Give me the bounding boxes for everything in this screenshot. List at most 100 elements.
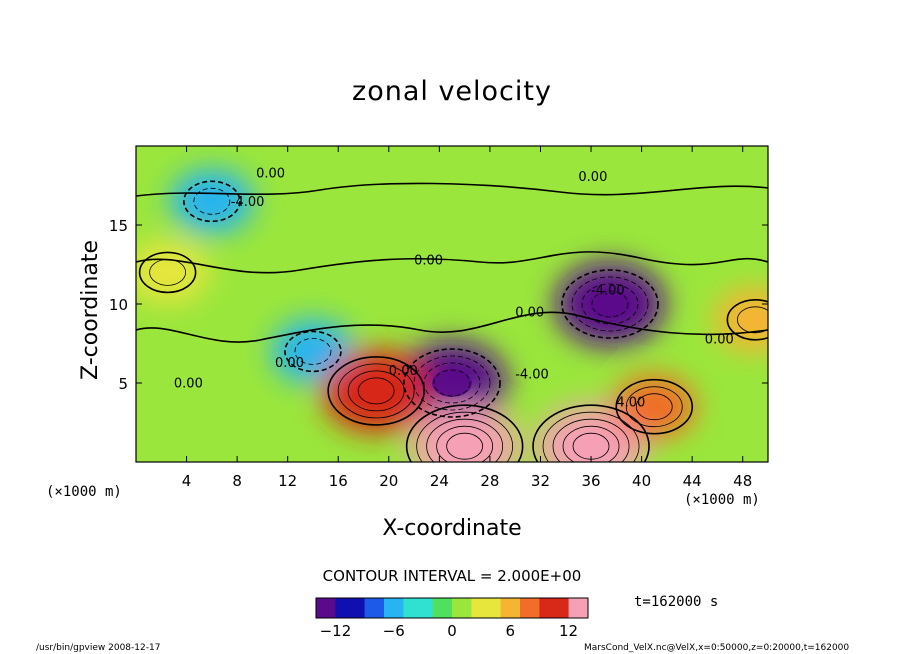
colorbar-tick-label: 0: [447, 622, 457, 640]
contour-line: [138, 251, 197, 294]
colorbar-cell: [549, 598, 560, 618]
contour-label: 0.00: [389, 364, 418, 379]
colorbar-cell: [471, 598, 482, 618]
contour-label: 0.00: [414, 254, 443, 269]
colorbar-tick-label: 12: [559, 622, 578, 640]
field-blob: [136, 240, 210, 305]
contour-interval: CONTOUR INTERVAL = 2.000E+00: [322, 567, 582, 585]
contour-line: [413, 355, 491, 411]
colorbar: −12 −6 0 6 12: [315, 597, 589, 640]
colorbar-cell: [520, 598, 531, 618]
field-core: [590, 290, 630, 318]
contour-line: [433, 369, 471, 397]
colorbar-cell: [500, 598, 511, 618]
zero-contour: [136, 311, 768, 343]
colorbar-cell: [461, 598, 472, 618]
contour-line: [562, 425, 620, 462]
contour-label: -4.00: [591, 284, 625, 299]
y-axis-label: Z-coordinate: [78, 240, 103, 380]
x-tick-label: 8: [232, 472, 242, 490]
contour-line: [416, 411, 514, 462]
colorbar-cell: [364, 598, 375, 618]
colorbar-cell: [413, 598, 424, 618]
contour-line: [591, 290, 629, 318]
field-core: [432, 369, 472, 397]
colorbar-cell: [452, 598, 463, 618]
x-tick-label: 40: [632, 472, 651, 490]
field-blob: [713, 287, 768, 352]
colorbar-cell: [481, 598, 492, 618]
contour-line: [615, 378, 694, 435]
contour-label: 0.00: [515, 306, 544, 321]
x-axis-label: X-coordinate: [382, 516, 522, 541]
colorbar-cell: [568, 598, 579, 618]
x-unit-left: (×1000 m): [46, 484, 122, 500]
x-unit-right: (×1000 m): [684, 492, 760, 508]
contour-line: [183, 180, 241, 223]
colorbar-cell: [345, 598, 356, 618]
footer-left: /usr/bin/gpview 2008-12-17: [36, 643, 161, 653]
contour-line: [635, 393, 673, 421]
contour-lines: 0.00 0.00 -4.00 0.00 -4.00 0.00 0.00 0.00 0.00 -4…: [136, 167, 768, 462]
contour-line: [532, 404, 650, 462]
field-core: [444, 432, 485, 461]
contour-line: [561, 269, 659, 339]
contour-label: 0.00: [275, 356, 304, 371]
colorbar-cell: [422, 598, 434, 618]
contour-line: [736, 306, 768, 334]
zero-contour: [136, 251, 768, 274]
contour-line: [542, 411, 640, 462]
zero-contour: [136, 182, 768, 197]
contour-label: 0.00: [256, 167, 285, 182]
colorbar-cell: [335, 598, 346, 618]
contour-label: 0.00: [174, 377, 203, 392]
field-blob: [170, 169, 254, 234]
contour-line: [726, 299, 768, 341]
x-tick-label: 48: [733, 472, 752, 490]
contour-line: [625, 386, 683, 428]
x-tick-label: 36: [581, 472, 600, 490]
colorbar-cell: [316, 598, 327, 618]
contour-label: 4.00: [616, 396, 645, 411]
colorbar-tick-label: −12: [320, 622, 352, 640]
y-tick-label: 15: [109, 217, 128, 235]
x-tick-label: 32: [531, 472, 550, 490]
chart-title: zonal velocity: [352, 76, 552, 107]
field-core: [356, 376, 397, 405]
colorbar-tick-label: −6: [383, 622, 405, 640]
x-tick-label: 12: [278, 472, 297, 490]
colorbar-frame: [315, 597, 589, 619]
colorbar-cell: [539, 598, 550, 618]
colorbar-cell: [393, 598, 404, 618]
time-label: t=162000 s: [634, 594, 719, 610]
contour-label: -4.00: [515, 367, 549, 382]
x-tick-label: 20: [379, 472, 398, 490]
x-tick-label: 4: [182, 472, 192, 490]
colorbar-cell: [374, 598, 385, 618]
contour-line: [193, 187, 231, 215]
contour-line: [294, 337, 332, 365]
y-tick-label: 5: [118, 375, 128, 393]
colorbar-cell: [578, 598, 589, 618]
contour-label: 0.00: [578, 170, 607, 185]
x-tick-label: 24: [430, 472, 449, 490]
field-blob: [612, 374, 696, 439]
colorbar-cell: [325, 598, 336, 618]
contour-line: [552, 418, 630, 462]
colorbar-tick-label: 6: [506, 622, 516, 640]
contour-line: [405, 404, 524, 462]
x-tick-label: 16: [329, 472, 348, 490]
contour-line: [446, 432, 484, 460]
contour-line: [403, 348, 501, 418]
colorbar-cell: [354, 598, 366, 618]
contour-line: [436, 425, 494, 462]
contour-line: [581, 283, 639, 325]
contour-line: [426, 418, 504, 462]
x-tick-label: 28: [480, 472, 499, 490]
colorbar-cell: [510, 598, 521, 618]
contour-line: [357, 377, 395, 405]
contour-line: [571, 276, 649, 332]
field-blobs: [136, 169, 768, 462]
y-tick-label: 10: [109, 296, 128, 314]
